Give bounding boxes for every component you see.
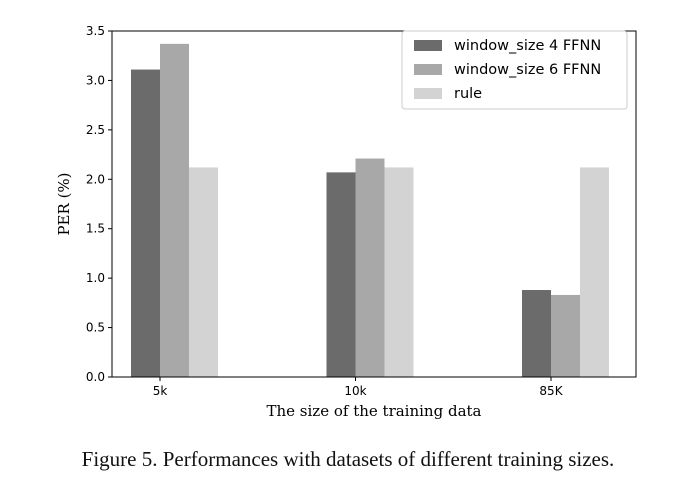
- legend-label-0: window_size 4 FFNN: [454, 38, 601, 54]
- y-tick-label: 0.0: [86, 370, 105, 384]
- figure-caption: Figure 5. Performances with datasets of …: [81, 447, 615, 471]
- bar-10k-series-2: [384, 167, 414, 377]
- legend-label-2: rule: [454, 86, 482, 102]
- bar-85K-series-1: [551, 294, 580, 377]
- y-tick-label: 2.5: [86, 123, 105, 137]
- legend: window_size 4 FFNN window_size 6 FFNN ru…: [401, 30, 628, 110]
- legend-swatch-1: [414, 64, 442, 75]
- x-tick-label: 10k: [344, 384, 366, 398]
- y-tick-label: 3.5: [86, 24, 105, 38]
- x-axis-label: The size of the training data: [267, 402, 482, 420]
- legend-frame: [401, 30, 628, 110]
- y-tick-label: 1.0: [86, 271, 105, 285]
- x-axis-ticks: 5k 10k 85K: [153, 377, 564, 398]
- bar-5k-series-1: [160, 43, 189, 377]
- y-tick-label: 0.5: [86, 321, 105, 335]
- bars-group: [131, 43, 609, 377]
- y-tick-label: 3.0: [86, 73, 105, 87]
- legend-swatch-2: [414, 88, 442, 99]
- bar-10k-series-1: [355, 158, 385, 377]
- legend-label-1: window_size 6 FFNN: [454, 62, 601, 78]
- y-axis-ticks: 0.0 0.5 1.0 1.5 2.0 2.5 3.0 3.5: [86, 24, 112, 384]
- bar-5k-series-2: [189, 167, 218, 377]
- plot-frame: [111, 30, 637, 378]
- bar-10k-series-0: [326, 172, 356, 377]
- x-tick-label: 5k: [153, 384, 168, 398]
- legend-swatch-0: [414, 40, 442, 51]
- y-axis-label: PER (%): [55, 172, 73, 235]
- x-tick-label: 85K: [539, 384, 563, 398]
- y-tick-label: 2.0: [86, 172, 105, 186]
- bar-85K-series-0: [522, 290, 551, 377]
- bar-85K-series-2: [580, 167, 609, 377]
- y-tick-label: 1.5: [86, 222, 105, 236]
- bar-5k-series-0: [131, 69, 160, 377]
